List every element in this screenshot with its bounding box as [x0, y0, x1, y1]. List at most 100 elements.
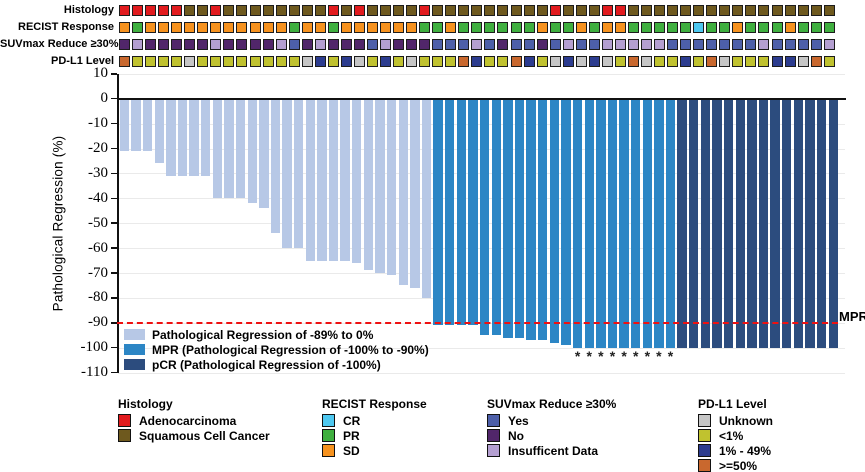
waterfall-bar: [700, 98, 711, 348]
asterisk-marker: *: [621, 348, 627, 364]
recist-square: [236, 22, 248, 33]
waterfall-bar: [816, 98, 827, 348]
histology-square: [601, 5, 613, 16]
asterisk-marker: *: [656, 348, 662, 364]
waterfall-bar: [212, 98, 223, 199]
recist-square: [510, 22, 522, 33]
waterfall-bar: [654, 98, 664, 348]
recist-square: [353, 22, 365, 33]
pdl1-square: [732, 56, 744, 67]
pdl1-square: [680, 56, 692, 67]
y-axis-tick-label: -10: [88, 115, 108, 132]
bottom-legend-item: CR: [322, 414, 427, 428]
pdl1-square: [223, 56, 235, 67]
histology-square: [706, 5, 718, 16]
recist-square: [536, 22, 548, 33]
suvmax-square: [601, 39, 613, 50]
histology-square: [288, 5, 300, 16]
bottom-legend-item-label: No: [508, 428, 524, 443]
y-axis-tick-label: -50: [88, 214, 108, 231]
suvmax-square: [484, 39, 496, 50]
suvmax-square: [327, 39, 339, 50]
histology-square: [810, 5, 822, 16]
bottom-legend-group-title: Histology: [118, 397, 173, 411]
suvmax-square: [667, 39, 679, 50]
waterfall-bar: [468, 98, 478, 326]
pdl1-square: [614, 56, 626, 67]
suvmax-square: [262, 39, 274, 50]
y-axis-tick-label: -70: [88, 264, 108, 281]
legend-label: MPR (Pathological Regression of -100% to…: [152, 342, 429, 357]
histology-square: [249, 5, 261, 16]
histology-square: [823, 5, 835, 16]
suvmax-square: [301, 39, 313, 50]
bottom-legend-item-label: <1%: [719, 428, 744, 443]
suvmax-square: [497, 39, 509, 50]
histology-square: [393, 5, 405, 16]
waterfall-bar: [607, 98, 618, 348]
bottom-legend-swatch: [322, 444, 335, 457]
histology-square: [575, 5, 587, 16]
y-axis-tick-label: -40: [88, 189, 108, 206]
histology-square: [784, 5, 796, 16]
pdl1-square: [497, 56, 509, 67]
waterfall-bar: [375, 98, 385, 273]
waterfall-bar: [479, 98, 490, 336]
pdl1-square: [549, 56, 561, 67]
histology-square: [210, 5, 222, 16]
suvmax-square: [549, 39, 561, 50]
suvmax-square: [588, 39, 600, 50]
waterfall-bar: [247, 98, 257, 204]
pdl1-square: [562, 56, 574, 67]
track-label-pdl1: PD-L1 Level: [51, 55, 114, 67]
histology-square: [667, 5, 679, 16]
bottom-legend-swatch: [487, 429, 500, 442]
bottom-legend-item: Unknown: [698, 413, 773, 428]
y-axis-tick: [111, 97, 117, 100]
bottom-legend-item-label: Unknown: [719, 413, 773, 428]
waterfall-bar: [154, 98, 164, 164]
waterfall-bar: [561, 98, 571, 346]
waterfall-bar: [189, 98, 199, 176]
legend-row-pcr: pCR (Pathological Regression of -100%): [124, 357, 429, 372]
waterfall-bar: [363, 98, 374, 271]
gridline: [118, 73, 845, 75]
suvmax-square: [314, 39, 326, 50]
bottom-legend-swatch: [698, 444, 711, 457]
pdl1-square: [210, 56, 222, 67]
suvmax-square: [823, 39, 835, 50]
suvmax-square: [471, 39, 483, 50]
recist-square: [784, 22, 796, 33]
suvmax-square: [158, 39, 170, 50]
recist-square: [314, 22, 326, 33]
pdl1-square: [823, 56, 835, 67]
pdl1-square: [249, 56, 261, 67]
recist-square: [497, 22, 509, 33]
suvmax-square: [810, 39, 822, 50]
recist-square: [171, 22, 183, 33]
recist-square: [614, 22, 626, 33]
recist-square: [562, 22, 574, 33]
suvmax-square: [419, 39, 431, 50]
histology-square: [262, 5, 274, 16]
histology-square: [158, 5, 170, 16]
bottom-legend-swatch: [322, 414, 335, 427]
bottom-legend-swatch: [118, 429, 131, 442]
waterfall-bar: [270, 98, 281, 234]
waterfall-bar: [712, 98, 722, 348]
waterfall-bar: [352, 98, 362, 264]
histology-square: [641, 5, 652, 16]
suvmax-square: [275, 39, 287, 50]
suvmax-square: [771, 39, 783, 50]
waterfall-bar: [828, 98, 838, 348]
waterfall-bar: [340, 98, 350, 261]
bottom-legend-item: <1%: [698, 428, 773, 443]
pdl1-square: [380, 56, 391, 67]
waterfall-bar: [305, 98, 315, 261]
y-axis-tick-label: -100: [80, 339, 109, 356]
y-axis-tick-label: -20: [88, 140, 108, 156]
pdl1-square: [745, 56, 757, 67]
bottom-legend-item-label: Insufficent Data: [508, 443, 599, 458]
pdl1-square: [197, 56, 209, 67]
